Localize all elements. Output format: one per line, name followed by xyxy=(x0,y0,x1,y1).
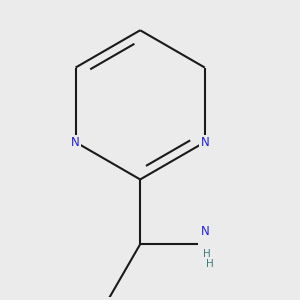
Text: H: H xyxy=(206,259,214,269)
Text: N: N xyxy=(200,225,209,238)
Text: N: N xyxy=(200,136,209,148)
Text: N: N xyxy=(71,136,80,148)
Text: H: H xyxy=(203,249,211,259)
